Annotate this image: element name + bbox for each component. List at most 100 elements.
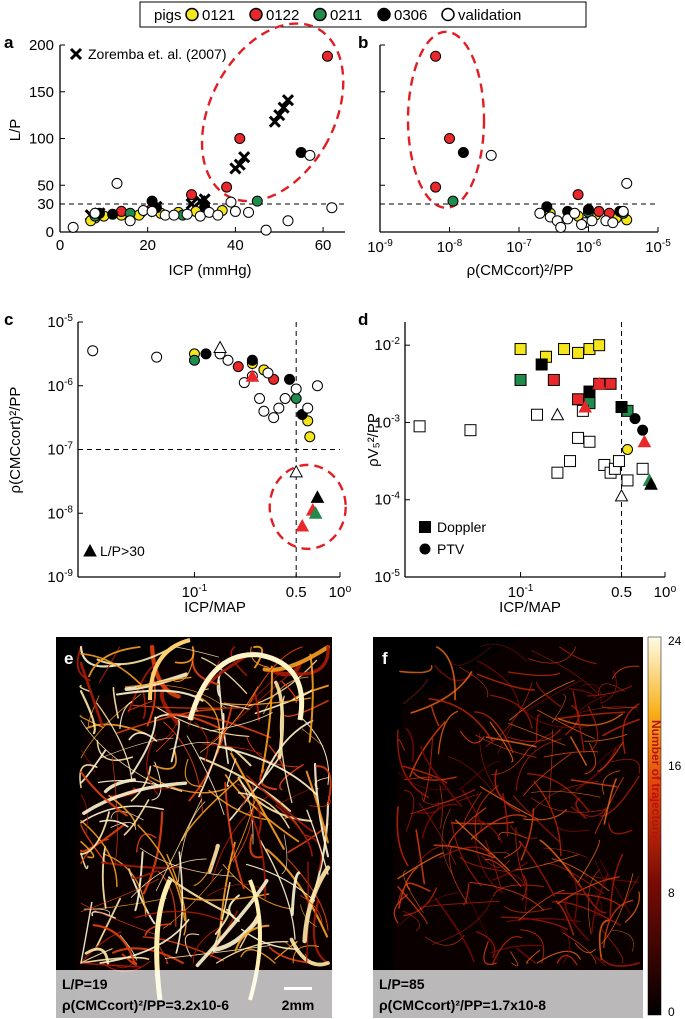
y-tick-label-c: 10-5	[47, 313, 73, 331]
data-point-a-validation	[124, 215, 136, 227]
vessel	[470, 814, 527, 840]
vessel	[135, 833, 157, 853]
vessel	[420, 745, 463, 808]
vessel	[399, 665, 433, 674]
vessel	[270, 662, 302, 677]
caption-e-line2: ρ(CMCcort)²/PP=3.2x10-6	[62, 997, 229, 1013]
vessel	[403, 789, 415, 832]
y-tick-label-c: 10-7	[47, 441, 73, 459]
vessel	[88, 646, 141, 678]
vessel	[527, 646, 577, 664]
panel-label-e: e	[64, 649, 73, 668]
data-point-c-validation	[311, 380, 323, 392]
vessel	[595, 890, 603, 916]
vessel	[548, 729, 554, 805]
data-point-d-0306	[535, 358, 548, 371]
data-point-d-validation	[572, 431, 585, 444]
vessel	[543, 750, 599, 758]
vessel	[157, 870, 177, 927]
vessel	[293, 645, 330, 676]
data-point-a-Zoremba et. al. (2007)	[268, 115, 281, 128]
panel-label-c: c	[4, 310, 13, 329]
data-point-b-0306	[541, 201, 553, 213]
vessel	[439, 784, 443, 830]
vessel	[497, 723, 513, 754]
vessel	[474, 711, 514, 754]
scale-bar-label: 2mm	[282, 997, 315, 1013]
vessel	[241, 928, 299, 950]
data-point-b-0122	[430, 181, 442, 193]
vessel	[560, 927, 571, 964]
vessel	[397, 891, 459, 927]
data-point-a-validation	[67, 221, 79, 233]
vessel	[469, 881, 544, 911]
data-point-b-validation	[576, 219, 588, 231]
panel-a: a L/P ICP (mmHg) 0 30 50 100 150 200 0 20 40 60 Zo…	[4, 22, 345, 279]
vessel	[594, 776, 624, 834]
data-point-d-0121	[558, 343, 571, 356]
vessel	[261, 665, 273, 773]
vessel	[281, 680, 298, 704]
vessel	[301, 728, 324, 747]
data-point-d-validation	[531, 408, 544, 421]
vessel	[570, 736, 588, 766]
vessel	[421, 794, 456, 805]
data-point-b-validation	[617, 205, 629, 217]
vessel	[305, 770, 329, 844]
vessel	[281, 834, 288, 875]
image-panel-e: e L/P=19 ρ(CMCcort)²/PP=3.2x10-6 2mm	[56, 637, 332, 1018]
vessel	[459, 761, 500, 791]
legend-label-0211: 0211	[330, 7, 362, 24]
vessel	[112, 686, 119, 719]
colorbar-tick-16: 16	[668, 759, 682, 773]
vessel	[397, 772, 450, 791]
vessel	[119, 935, 138, 961]
data-point-b-validation	[569, 207, 581, 219]
highlight-ellipse-c	[268, 463, 347, 551]
data-point-c-validation	[290, 383, 302, 395]
x-axis-label-c: ICP/MAP	[184, 599, 246, 616]
vessel	[515, 854, 579, 871]
vessel	[213, 881, 231, 946]
vessel	[208, 675, 289, 746]
vessel	[290, 871, 301, 916]
x-tick-label-b: 10-9	[367, 238, 393, 256]
vessel	[520, 929, 545, 964]
vessel	[279, 764, 304, 791]
data-point-a-0306	[107, 208, 119, 220]
vessel	[536, 950, 581, 964]
vessel	[504, 905, 552, 913]
data-point-a-validation	[89, 207, 101, 219]
vessel	[598, 919, 610, 961]
vessel	[508, 723, 566, 746]
vessel	[556, 876, 620, 905]
vessel	[481, 855, 510, 868]
legend-label-0306: 0306	[394, 7, 427, 24]
y-axis-label-c: ρ(CMCcort)²/PP	[7, 387, 24, 494]
vessel	[123, 799, 150, 836]
vessel	[153, 748, 177, 770]
vessel	[217, 745, 318, 796]
data-point-b-0122	[430, 50, 442, 62]
vessel	[79, 690, 96, 735]
data-point-a-Zoremba et. al. (2007)	[233, 158, 246, 171]
vessel	[577, 839, 600, 884]
vessel	[199, 686, 259, 753]
vessel	[192, 926, 222, 964]
colorbar-gradient	[647, 636, 662, 1016]
data-point-a-validation	[229, 205, 241, 217]
x-tick-label-a: 40	[227, 237, 244, 254]
data-point-d-0121	[572, 346, 585, 359]
vessel	[312, 899, 330, 965]
x-tick-label-b: 10-7	[506, 238, 532, 256]
vessel	[79, 661, 104, 727]
vessel	[556, 954, 578, 966]
data-point-d-PTV	[621, 444, 633, 455]
vessel	[79, 764, 98, 789]
vessel	[601, 873, 634, 945]
data-point-d-L/P>30	[578, 399, 592, 413]
vessel	[518, 889, 565, 921]
vessel	[253, 645, 264, 669]
vessel	[193, 864, 213, 886]
data-point-c-L/P>30	[295, 518, 310, 532]
